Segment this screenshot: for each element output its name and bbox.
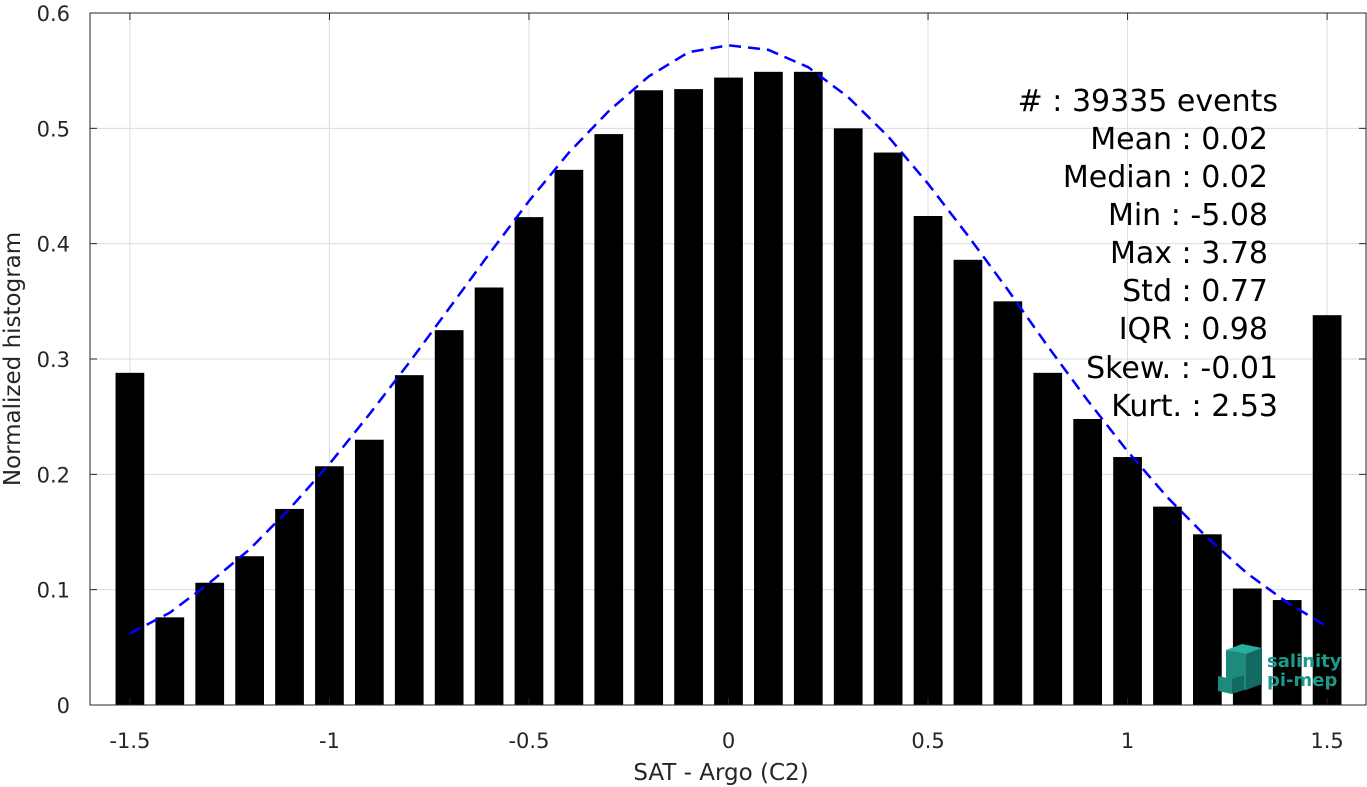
x-tick-label: 1 xyxy=(1121,729,1134,753)
y-tick-label: 0.6 xyxy=(37,2,70,26)
histogram-bar xyxy=(354,439,384,705)
histogram-bar xyxy=(1312,315,1342,705)
histogram-bar xyxy=(1193,534,1222,705)
salinity-pimep-logo: salinity pi-mep xyxy=(1218,644,1342,694)
histogram-bar xyxy=(754,71,783,705)
y-tick-label: 0.1 xyxy=(37,579,70,603)
cube-icon xyxy=(1218,644,1262,694)
stat-median: Median : 0.02 xyxy=(1063,160,1268,195)
histogram-bar xyxy=(434,330,464,705)
histogram-bar xyxy=(873,152,903,705)
y-tick-label: 0 xyxy=(57,694,70,718)
histogram-bar xyxy=(1073,418,1103,705)
y-tick-label: 0.5 xyxy=(37,117,70,141)
stat-kurt: Kurt. : 2.53 xyxy=(1111,389,1278,424)
x-tick-label: -0.5 xyxy=(508,729,549,753)
histogram-bar xyxy=(474,287,504,705)
histogram-bar xyxy=(714,77,743,705)
logo-text-pimep: pi-mep xyxy=(1267,670,1337,691)
stat-events: # : 39335 events xyxy=(1018,84,1278,119)
histogram-bar xyxy=(514,217,544,705)
histogram-bar xyxy=(315,466,344,705)
histogram-bar xyxy=(275,508,304,705)
stat-skew: Skew. : -0.01 xyxy=(1086,351,1278,386)
stat-min: Min : -5.08 xyxy=(1108,198,1268,233)
histogram-bars xyxy=(115,71,1342,706)
histogram-bar xyxy=(913,215,943,705)
histogram-bar xyxy=(793,71,823,705)
histogram-bar xyxy=(554,169,584,705)
y-tick-label: 0.3 xyxy=(37,348,70,372)
histogram-bar xyxy=(235,556,264,705)
x-tick-label: -1.5 xyxy=(109,729,150,753)
y-axis-label: Normalized histogram xyxy=(0,232,26,486)
histogram-bar xyxy=(1113,457,1142,705)
histogram-bar xyxy=(115,372,145,705)
stat-iqr: IQR : 0.98 xyxy=(1119,312,1268,347)
tick-labels: -1.5 -1 -0.5 0 0.5 1 1.5 0 0.1 0.2 0.3 0.4 0.5 0.6 xyxy=(37,2,1344,753)
histogram-bar xyxy=(195,582,225,705)
x-tick-label: 0.5 xyxy=(911,729,944,753)
histogram-bar xyxy=(674,89,703,706)
stat-mean: Mean : 0.02 xyxy=(1090,122,1268,157)
y-tick-label: 0.2 xyxy=(37,463,70,487)
x-tick-label: -1 xyxy=(319,729,340,753)
histogram-bar xyxy=(993,301,1023,705)
logo-text-salinity: salinity xyxy=(1267,651,1342,672)
histogram-bar xyxy=(634,90,664,706)
stat-std: Std : 0.77 xyxy=(1122,274,1268,309)
y-tick-label: 0.4 xyxy=(37,233,70,257)
histogram-bar xyxy=(1153,506,1182,705)
x-tick-label: 0 xyxy=(722,729,735,753)
histogram-bar xyxy=(1033,372,1063,705)
x-tick-label: 1.5 xyxy=(1310,729,1343,753)
axes-frame xyxy=(89,12,1367,706)
statistics-panel: # : 39335 events Mean : 0.02 Median : 0.… xyxy=(1018,84,1278,424)
histogram-bar xyxy=(953,259,983,705)
histogram-bar xyxy=(1272,600,1302,705)
histogram-bar xyxy=(594,134,624,706)
histogram-bar xyxy=(155,617,185,705)
stat-max: Max : 3.78 xyxy=(1110,236,1268,271)
histogram-bar xyxy=(833,128,863,706)
histogram-bar xyxy=(394,375,424,705)
x-axis-label: SAT - Argo (C2) xyxy=(633,760,808,786)
